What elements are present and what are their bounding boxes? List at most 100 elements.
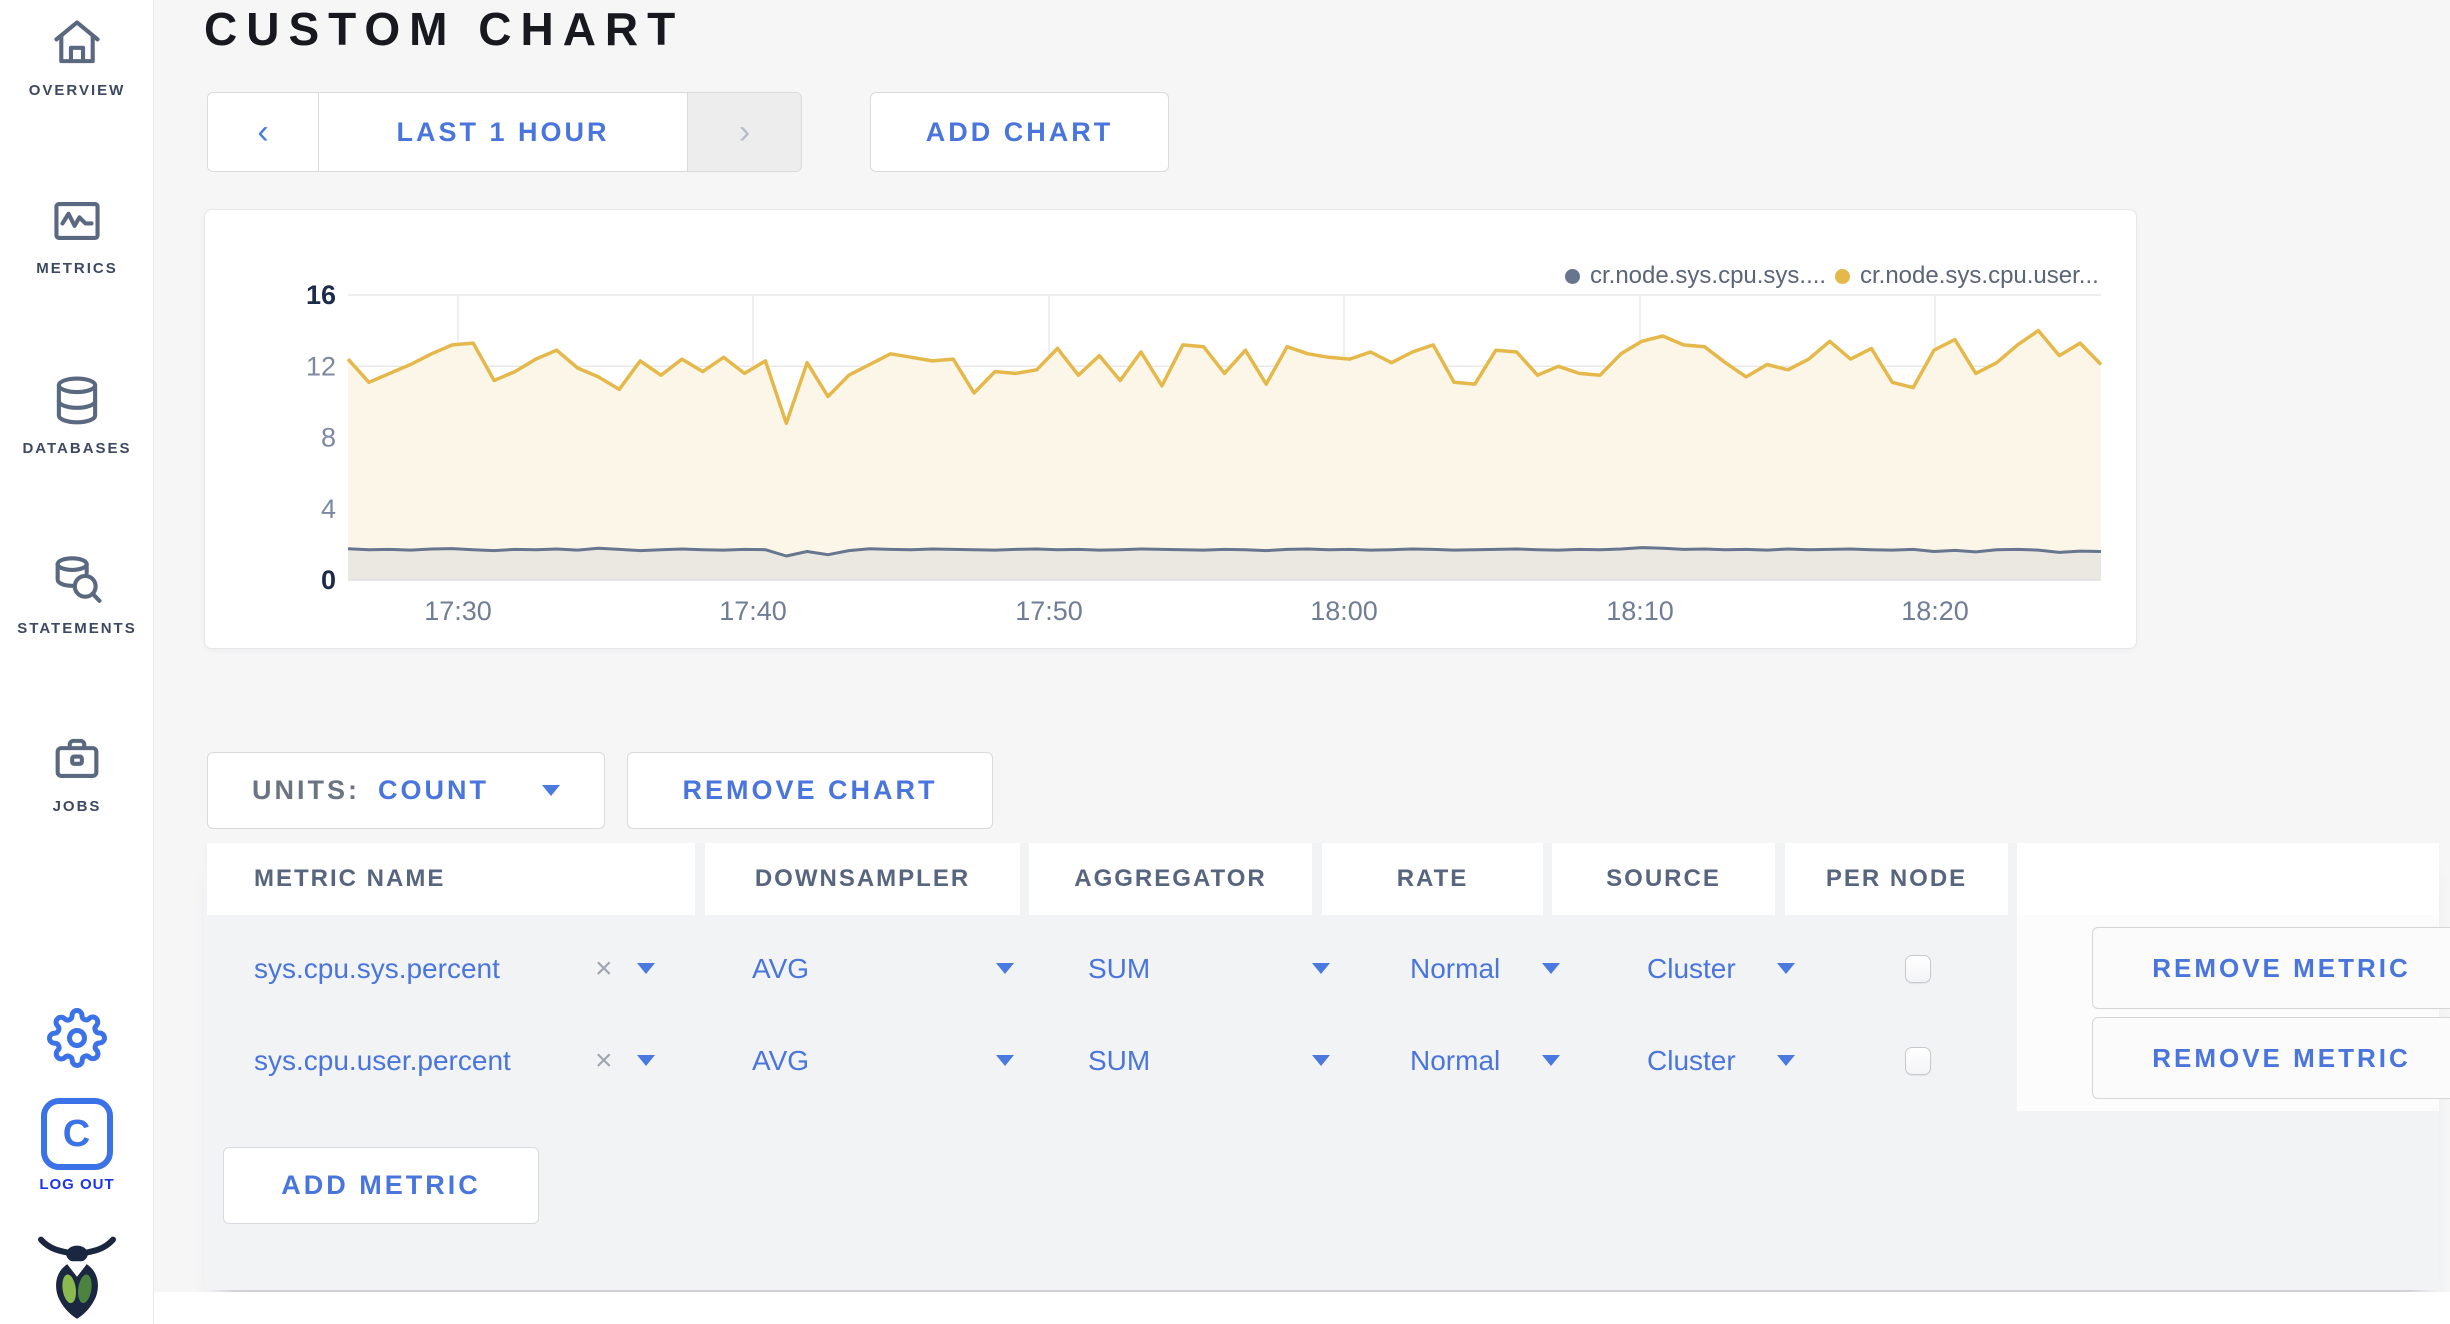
remove-metric-button[interactable]: REMOVE METRIC — [2092, 1017, 2450, 1099]
chevron-down-icon — [1542, 1055, 1560, 1066]
clear-icon[interactable]: × — [595, 1043, 613, 1077]
page-title: CUSTOM CHART — [204, 3, 685, 55]
source-value: Cluster — [1647, 1044, 1736, 1076]
chevron-right-icon: › — [738, 112, 751, 151]
remove-chart-button[interactable]: REMOVE CHART — [627, 752, 993, 829]
units-label: UNITS: — [252, 775, 360, 805]
logo-letter: C — [62, 1113, 91, 1155]
sidebar-item-label: DATABASES — [22, 440, 132, 457]
rate-select[interactable]: Normal — [1410, 953, 1560, 985]
time-window-label[interactable]: LAST 1 HOUR — [319, 93, 687, 171]
chevron-down-icon — [542, 785, 560, 796]
sidebar-item-overview[interactable]: OVERVIEW — [0, 14, 154, 99]
metric-row: sys.cpu.user.percent × AVG SUM Normal Cl… — [207, 1015, 2450, 1106]
sidebar-item-label: JOBS — [52, 798, 102, 815]
aggregator-value: SUM — [1088, 1044, 1151, 1076]
aggregator-select[interactable]: SUM — [1088, 1045, 1330, 1077]
units-dropdown[interactable]: UNITS: COUNT — [207, 752, 605, 829]
downsampler-value: AVG — [752, 1044, 810, 1076]
clear-icon[interactable]: × — [595, 951, 613, 985]
remove-metric-button[interactable]: REMOVE METRIC — [2092, 927, 2450, 1009]
sidebar-item-jobs[interactable]: JOBS — [0, 730, 154, 815]
chevron-down-icon[interactable] — [636, 1055, 655, 1066]
add-chart-button[interactable]: ADD CHART — [870, 92, 1169, 172]
main-content: CUSTOM CHART ‹ LAST 1 HOUR › ADD CHART 0… — [154, 0, 2450, 1324]
source-select[interactable]: Cluster — [1647, 1045, 1795, 1077]
database-icon — [56, 376, 98, 425]
column-header-rate: RATE — [1322, 843, 1543, 915]
column-header-per-node: PER NODE — [1785, 843, 2008, 915]
metric-row: sys.cpu.sys.percent × AVG SUM Normal Clu… — [207, 923, 2450, 1014]
column-header-downsampler: DOWNSAMPLER — [705, 843, 1020, 915]
logout-button[interactable]: C — [40, 1098, 113, 1170]
sidebar-item-metrics[interactable]: METRICS — [0, 192, 154, 277]
legend-dot-sys — [1565, 268, 1580, 284]
legend-item-sys[interactable]: cr.node.sys.cpu.sys.... — [1565, 262, 1826, 290]
downsampler-select[interactable]: AVG — [752, 1045, 1014, 1077]
legend-dot-user — [1835, 268, 1850, 284]
add-metric-button[interactable]: ADD METRIC — [223, 1147, 539, 1224]
column-header-actions — [2017, 843, 2439, 915]
cockroach-logo — [0, 1236, 154, 1320]
downsampler-value: AVG — [752, 952, 810, 984]
svg-text:17:40: 17:40 — [719, 596, 787, 626]
chevron-down-icon — [1542, 963, 1560, 974]
svg-text:18:20: 18:20 — [1901, 596, 1969, 626]
chart-card: 0 4 8 12 16 17:30 17:40 17:50 18:00 18:10 18:20 cr… — [204, 209, 2137, 649]
source-value: Cluster — [1647, 952, 1736, 984]
svg-text:12: 12 — [306, 351, 336, 381]
svg-text:17:50: 17:50 — [1015, 596, 1083, 626]
aggregator-value: SUM — [1088, 952, 1151, 984]
units-value: COUNT — [378, 775, 489, 805]
chevron-down-icon — [1312, 963, 1330, 974]
svg-text:8: 8 — [321, 423, 336, 453]
gear-icon — [47, 1008, 107, 1068]
rate-value: Normal — [1410, 1044, 1501, 1076]
home-icon — [54, 20, 100, 64]
briefcase-icon — [55, 738, 99, 778]
sidebar: OVERVIEW METRICS DATABASES — [0, 0, 154, 1324]
metric-name-select[interactable]: sys.cpu.sys.percent — [254, 953, 500, 985]
legend-item-user[interactable]: cr.node.sys.cpu.user... — [1835, 262, 2099, 290]
metric-name: sys.cpu.sys.percent — [254, 952, 500, 984]
source-select[interactable]: Cluster — [1647, 953, 1795, 985]
metric-name: sys.cpu.user.percent — [254, 1044, 511, 1076]
svg-text:4: 4 — [321, 494, 336, 524]
cockroach-bug-icon — [38, 1236, 116, 1319]
legend-label: cr.node.sys.cpu.user... — [1860, 262, 2099, 289]
column-header-source: SOURCE — [1552, 843, 1775, 915]
svg-text:18:00: 18:00 — [1310, 596, 1378, 626]
bottom-strip — [154, 1292, 2450, 1324]
sidebar-item-statements[interactable]: STATEMENTS — [0, 552, 154, 637]
downsampler-select[interactable]: AVG — [752, 953, 1014, 985]
sidebar-item-label: METRICS — [36, 260, 118, 277]
chevron-left-icon: ‹ — [257, 112, 269, 151]
chevron-down-icon — [1777, 963, 1795, 974]
column-header-metric-name: METRIC NAME — [207, 843, 695, 915]
statements-icon — [55, 556, 102, 603]
svg-text:16: 16 — [306, 280, 336, 310]
sidebar-item-databases[interactable]: DATABASES — [0, 372, 154, 457]
settings-button[interactable] — [0, 1008, 154, 1068]
per-node-checkbox[interactable] — [1905, 1046, 1931, 1075]
column-header-aggregator: AGGREGATOR — [1029, 843, 1312, 915]
chevron-down-icon[interactable] — [636, 963, 655, 974]
aggregator-select[interactable]: SUM — [1088, 953, 1330, 985]
rate-value: Normal — [1410, 952, 1501, 984]
svg-text:18:10: 18:10 — [1606, 596, 1674, 626]
per-node-checkbox[interactable] — [1905, 954, 1931, 983]
svg-text:17:30: 17:30 — [424, 596, 492, 626]
chevron-down-icon — [996, 963, 1014, 974]
logout-label[interactable]: LOG OUT — [39, 1176, 115, 1193]
legend-label: cr.node.sys.cpu.sys.... — [1590, 262, 1827, 289]
chevron-down-icon — [1312, 1055, 1330, 1066]
time-window-next-button[interactable]: › — [687, 93, 801, 171]
metrics-icon — [54, 202, 100, 240]
rate-select[interactable]: Normal — [1410, 1045, 1560, 1077]
metric-name-select[interactable]: sys.cpu.user.percent — [254, 1045, 511, 1077]
sidebar-item-label: STATEMENTS — [17, 620, 137, 637]
cpu-chart: 0 4 8 12 16 17:30 17:40 17:50 18:00 18:10 18:20 — [306, 280, 2103, 626]
time-window-selector: ‹ LAST 1 HOUR › — [207, 92, 802, 172]
time-window-prev-button[interactable]: ‹ — [208, 93, 319, 171]
